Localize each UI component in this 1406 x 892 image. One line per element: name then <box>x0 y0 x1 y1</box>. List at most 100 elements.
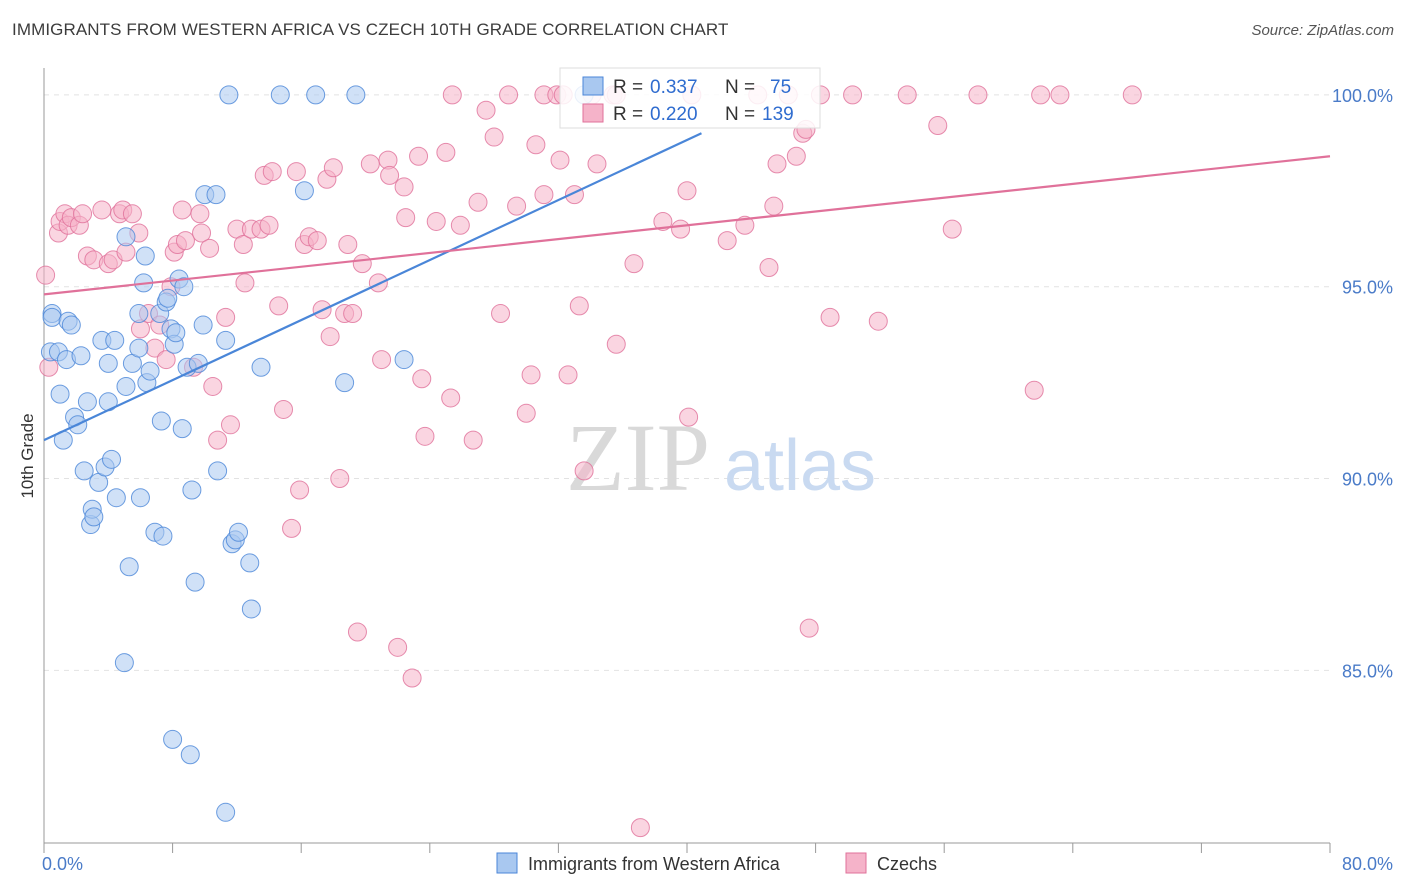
point-western-africa-18 <box>77 392 97 412</box>
point-czechs-107 <box>550 150 570 170</box>
point-czechs-96 <box>450 215 470 235</box>
point-czechs-95 <box>441 388 461 408</box>
point-western-africa-69 <box>335 373 355 393</box>
gridlines <box>44 94 1330 671</box>
stats-swatch-pink <box>582 103 604 123</box>
point-western-africa-44 <box>153 526 173 546</box>
point-czechs-112 <box>587 154 607 174</box>
point-western-africa-26 <box>98 353 118 373</box>
point-western-africa-31 <box>116 227 136 247</box>
point-czechs-15 <box>1031 85 1051 105</box>
y-tick-label-1: 90.0% <box>1342 470 1393 490</box>
point-czechs-74 <box>323 158 343 178</box>
point-western-africa-67 <box>251 357 271 377</box>
y-tick-label-2: 95.0% <box>1342 278 1393 298</box>
point-czechs-66 <box>286 162 306 182</box>
point-czechs-111 <box>574 461 594 481</box>
point-western-africa-27 <box>102 449 122 469</box>
point-czechs-86 <box>388 637 408 657</box>
point-czechs-26 <box>73 204 93 224</box>
point-czechs-87 <box>394 177 414 197</box>
point-czechs-45 <box>172 200 192 220</box>
point-western-africa-49 <box>166 323 186 343</box>
point-western-africa-34 <box>129 304 149 324</box>
point-czechs-48 <box>190 204 210 224</box>
point-czechs-93 <box>426 211 446 231</box>
stat-r-label-pink: R = <box>613 104 643 125</box>
chart-title: IMMIGRANTS FROM WESTERN AFRICA VS CZECH … <box>12 20 729 39</box>
x-tick-label-max: 80.0% <box>1342 854 1393 874</box>
point-czechs-117 <box>671 219 691 239</box>
point-western-africa-9 <box>50 384 70 404</box>
point-western-africa-16 <box>71 346 91 366</box>
point-czechs-56 <box>233 234 253 254</box>
point-western-africa-40 <box>140 361 160 381</box>
point-czechs-49 <box>192 223 212 243</box>
point-czechs-61 <box>259 215 279 235</box>
point-czechs-52 <box>208 430 228 450</box>
point-czechs-118 <box>677 181 697 201</box>
point-czechs-110 <box>569 296 589 316</box>
point-czechs-92 <box>415 426 435 446</box>
point-czechs-106 <box>534 185 554 205</box>
legend-label-western-africa[interactable]: Immigrants from Western Africa <box>528 854 781 874</box>
point-czechs-67 <box>290 480 310 500</box>
point-czechs-64 <box>274 399 294 419</box>
watermark: ZIP atlas <box>566 404 876 511</box>
point-czechs-125 <box>786 146 806 166</box>
point-czechs-119 <box>679 407 699 427</box>
x-ticks <box>43 843 1331 853</box>
point-czechs-54 <box>220 415 240 435</box>
legend-swatch-czechs[interactable] <box>845 852 867 874</box>
point-czechs-78 <box>343 304 363 324</box>
series-western-africa-points <box>40 85 594 822</box>
point-czechs-0 <box>442 85 462 105</box>
point-czechs-46 <box>175 231 195 251</box>
point-czechs-94 <box>436 142 456 162</box>
point-western-africa-35 <box>129 338 149 358</box>
point-western-africa-7 <box>42 307 62 327</box>
point-western-africa-43 <box>151 411 171 431</box>
point-czechs-114 <box>624 254 644 274</box>
point-czechs-90 <box>409 146 429 166</box>
stat-n-label-blue: N = <box>725 77 755 98</box>
y-tick-label-3: 100.0% <box>1332 86 1393 106</box>
point-czechs-128 <box>799 618 819 638</box>
stat-r-label-blue: R = <box>613 77 643 98</box>
point-western-africa-59 <box>206 185 226 205</box>
point-czechs-129 <box>820 307 840 327</box>
point-western-africa-3 <box>346 85 366 105</box>
point-western-africa-74 <box>163 729 183 749</box>
stats-legend: R = 0.337 N = 75 R = 0.220 N = 139 <box>559 67 821 129</box>
point-western-africa-64 <box>229 522 249 542</box>
point-western-africa-46 <box>158 288 178 308</box>
point-czechs-41 <box>156 350 176 370</box>
point-czechs-122 <box>759 258 779 278</box>
point-czechs-103 <box>516 403 536 423</box>
point-western-africa-29 <box>106 488 126 508</box>
point-czechs-100 <box>484 127 504 147</box>
stat-n-label-pink: N = <box>725 104 755 125</box>
point-western-africa-13 <box>61 315 81 335</box>
point-czechs-97 <box>463 430 483 450</box>
point-czechs-130 <box>868 311 888 331</box>
point-western-africa-1 <box>270 85 290 105</box>
point-czechs-70 <box>307 231 327 251</box>
point-western-africa-54 <box>182 480 202 500</box>
watermark-atlas: atlas <box>724 426 876 506</box>
point-western-africa-51 <box>172 419 192 439</box>
point-western-africa-71 <box>114 653 134 673</box>
point-western-africa-32 <box>119 557 139 577</box>
point-czechs-131 <box>928 116 948 136</box>
trend-line-western-africa <box>43 132 702 442</box>
stat-r-value-pink: 0.220 <box>650 104 698 125</box>
point-czechs-123 <box>764 196 784 216</box>
point-czechs-104 <box>521 365 541 385</box>
legend-label-czechs[interactable]: Czechs <box>877 854 937 874</box>
point-czechs-29 <box>92 200 112 220</box>
point-western-africa-70 <box>394 350 414 370</box>
point-western-africa-57 <box>193 315 213 335</box>
legend-swatch-western-africa[interactable] <box>496 852 518 874</box>
point-czechs-13 <box>897 85 917 105</box>
point-western-africa-17 <box>74 461 94 481</box>
